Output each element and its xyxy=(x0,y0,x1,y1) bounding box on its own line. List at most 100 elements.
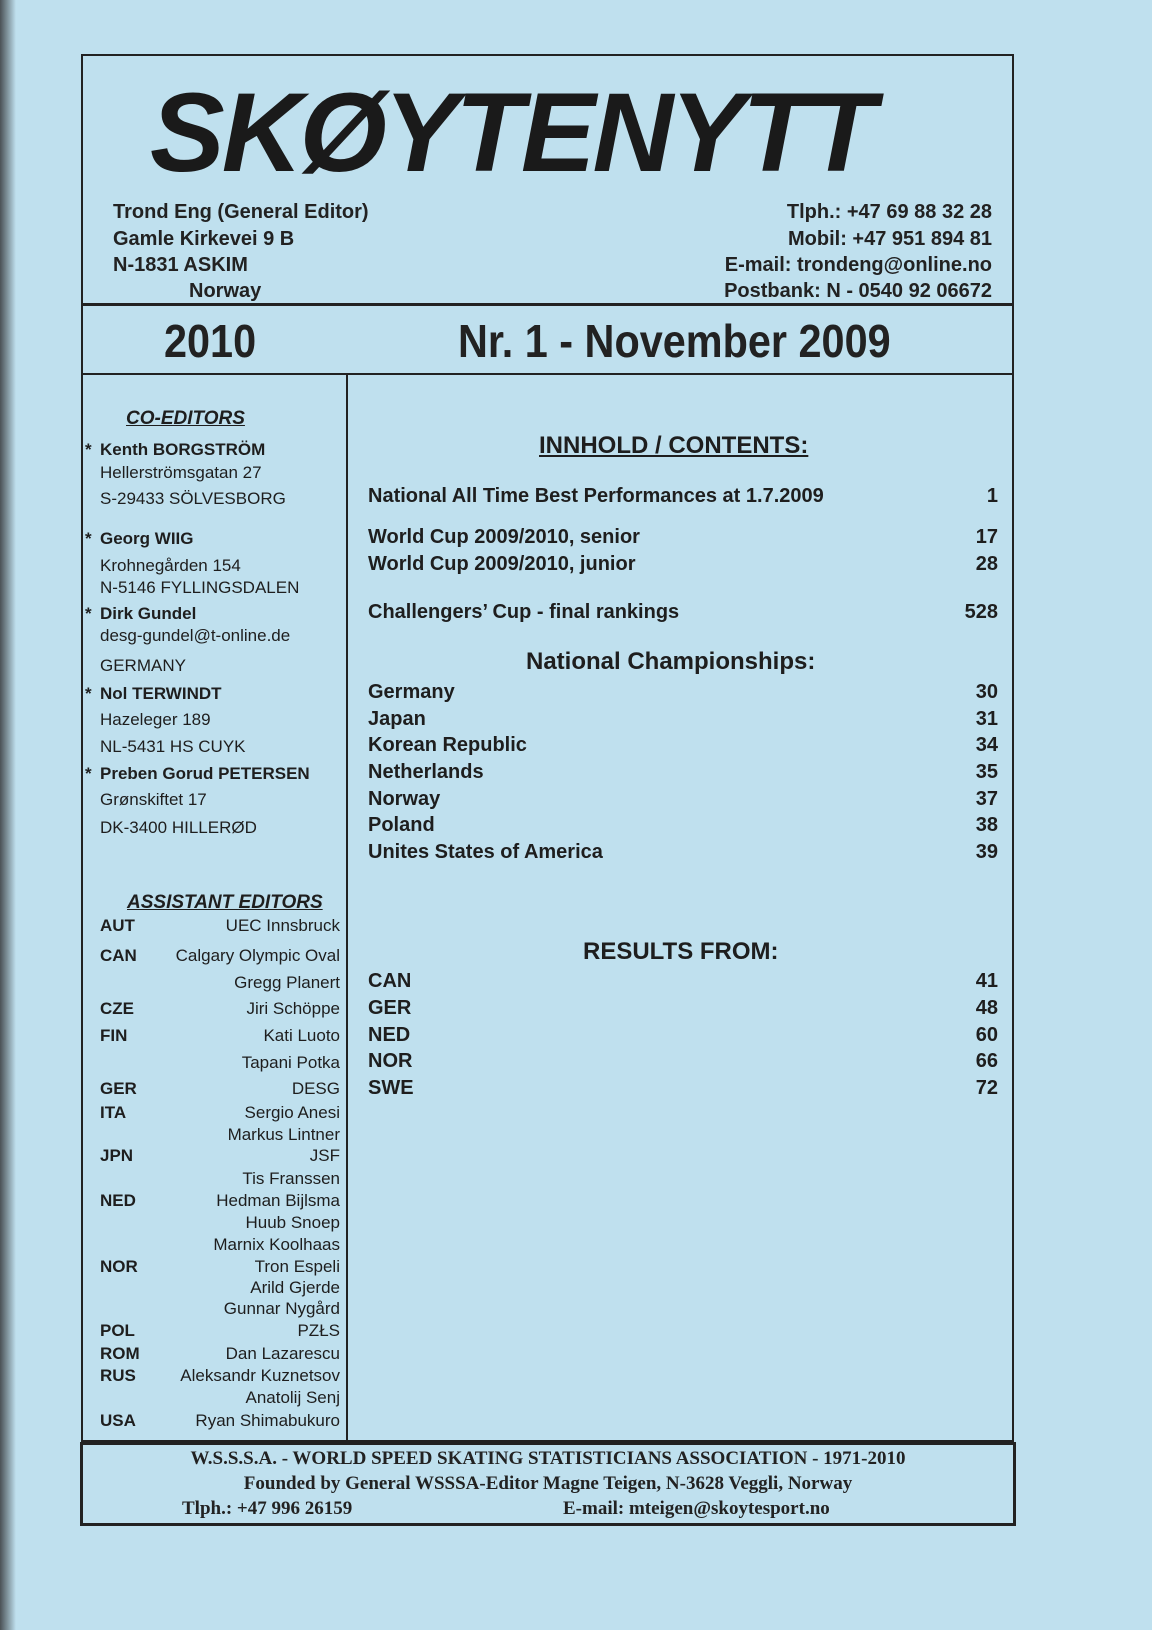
co-editor-address-line: DK-3400 HILLERØD xyxy=(100,818,257,837)
national-item-label: Korean Republic xyxy=(368,734,527,756)
editor-phone: Tlph.: +47 69 88 32 28 xyxy=(786,201,992,223)
assistant-editor-country: CAN xyxy=(100,946,137,965)
editor-country: Norway xyxy=(189,280,262,302)
bullet-asterisk: * xyxy=(85,684,92,703)
co-editor-address-line: Hazeleger 189 xyxy=(100,710,211,729)
masthead-box xyxy=(81,54,1014,375)
national-item-page: 30 xyxy=(975,681,998,703)
co-editor-address-line: Hellerströmsgatan 27 xyxy=(100,463,262,482)
contents-item-label: Challengers’ Cup - final rankings xyxy=(368,601,680,623)
assistant-editor-country: CZE xyxy=(100,999,134,1018)
column-divider xyxy=(346,375,348,1441)
assistant-editor-country: FIN xyxy=(100,1026,128,1045)
footer-association: W.S.S.S.A. - WORLD SPEED SKATING STATIST… xyxy=(190,1448,906,1469)
assistant-editor-country: USA xyxy=(100,1411,136,1430)
assistant-editor-country: NOR xyxy=(100,1257,138,1276)
co-editor-address-line: Krohnegården 154 xyxy=(100,556,241,575)
assistant-editor-name: Gregg Planert xyxy=(234,973,340,992)
co-editor-name: Kenth BORGSTRÖM xyxy=(100,440,266,459)
masthead-divider xyxy=(81,303,1014,306)
assistant-editor-name: Gunnar Nygård xyxy=(223,1299,340,1318)
assistant-editor-name: Jiri Schöppe xyxy=(246,999,340,1018)
national-item-label: Japan xyxy=(368,708,426,730)
assistant-editor-name: Markus Lintner xyxy=(227,1125,340,1144)
national-item-page: 37 xyxy=(975,788,998,810)
editor-postbank: Postbank: N - 0540 92 06672 xyxy=(724,280,992,302)
assistant-editor-name: JSF xyxy=(309,1146,340,1165)
contents-item-label: National All Time Best Performances at 1… xyxy=(368,485,824,507)
co-editor-address-line: NL-5431 HS CUYK xyxy=(100,737,246,756)
assistant-editor-country: AUT xyxy=(100,916,135,935)
contents-item-page: 528 xyxy=(964,601,998,623)
results-item-label: GER xyxy=(368,997,412,1019)
results-item-page: 72 xyxy=(975,1077,998,1099)
assistant-editor-name: Ryan Shimabukuro xyxy=(195,1411,340,1430)
contents-item-page: 28 xyxy=(975,553,998,575)
footer-email: E-mail: mteigen@skoytesport.no xyxy=(563,1498,830,1519)
contents-item-label: World Cup 2009/2010, junior xyxy=(368,553,636,575)
contents-item-page: 1 xyxy=(986,485,998,507)
assistant-editor-country: ROM xyxy=(100,1344,140,1363)
national-item-label: Germany xyxy=(368,681,455,703)
national-item-label: Norway xyxy=(368,788,441,810)
results-item-page: 41 xyxy=(975,970,998,992)
national-item-page: 38 xyxy=(975,814,998,836)
editor-name: Trond Eng (General Editor) xyxy=(113,201,369,223)
bullet-asterisk: * xyxy=(85,764,92,783)
assistant-editor-name: PZŁS xyxy=(297,1321,340,1340)
national-item-page: 35 xyxy=(975,761,998,783)
results-item-label: NOR xyxy=(368,1050,413,1072)
assistant-editor-country: NED xyxy=(100,1191,136,1210)
contents-item-page: 17 xyxy=(975,526,998,548)
assistant-editor-name: Kati Luoto xyxy=(263,1026,340,1045)
co-editor-name: Georg WIIG xyxy=(100,529,194,548)
co-editor-address-line: GERMANY xyxy=(100,656,186,675)
co-editor-address-line: Grønskiftet 17 xyxy=(100,790,207,809)
bullet-asterisk: * xyxy=(85,440,92,459)
co-editor-address-line: N-5146 FYLLINGSDALEN xyxy=(100,578,300,597)
co-editor-name: Nol TERWINDT xyxy=(100,684,222,703)
assistant-editor-name: Tron Espeli xyxy=(254,1257,340,1276)
contents-heading: INNHOLD / CONTENTS: xyxy=(539,432,809,459)
footer-phone: Tlph.: +47 996 26159 xyxy=(182,1498,353,1519)
co-editor-address-line: S-29433 SÖLVESBORG xyxy=(100,489,286,508)
national-item-label: Unites States of America xyxy=(368,841,603,863)
assistant-editor-name: Aleksandr Kuznetsov xyxy=(180,1366,340,1385)
results-item-page: 60 xyxy=(975,1024,998,1046)
national-item-label: Poland xyxy=(368,814,435,836)
editor-mobile: Mobil: +47 951 894 81 xyxy=(787,228,992,250)
assistant-editor-country: JPN xyxy=(100,1146,134,1165)
national-item-label: Netherlands xyxy=(368,761,484,783)
editor-street: Gamle Kirkevei 9 B xyxy=(113,228,295,250)
national-item-page: 39 xyxy=(975,841,998,863)
national-championships-heading: National Championships: xyxy=(526,648,816,675)
issue-number: Nr. 1 - November 2009 xyxy=(458,315,891,367)
scan-edge-shadow xyxy=(0,0,16,1630)
assistant-editor-name: Anatolij Senj xyxy=(245,1388,340,1407)
assistant-editor-name: Dan Lazarescu xyxy=(225,1344,340,1363)
footer-box xyxy=(80,1442,1016,1526)
results-item-label: SWE xyxy=(368,1077,414,1099)
magazine-title: SKØYTENYTT xyxy=(150,70,876,195)
body-box xyxy=(81,373,1014,1442)
co-editors-heading: CO-EDITORS xyxy=(126,408,245,429)
assistant-editor-country: GER xyxy=(100,1079,137,1098)
results-item-page: 66 xyxy=(975,1050,998,1072)
results-item-label: NED xyxy=(368,1024,411,1046)
assistant-editor-name: Hedman Bijlsma xyxy=(216,1191,340,1210)
assistant-editor-name: Arild Gjerde xyxy=(250,1278,340,1297)
volume-year: 2010 xyxy=(164,315,257,367)
assistant-editor-country: ITA xyxy=(100,1103,127,1122)
assistant-editor-name: Marnix Koolhaas xyxy=(213,1235,340,1254)
national-item-page: 31 xyxy=(975,708,998,730)
results-item-label: CAN xyxy=(368,970,412,992)
national-item-page: 34 xyxy=(975,734,998,756)
co-editor-address-line: desg-gundel@t-online.de xyxy=(100,626,291,645)
assistant-editor-name: UEC Innsbruck xyxy=(225,916,340,935)
co-editor-name: Preben Gorud PETERSEN xyxy=(100,764,310,783)
assistant-editor-name: Calgary Olympic Oval xyxy=(175,946,340,965)
footer-founder: Founded by General WSSSA-Editor Magne Te… xyxy=(243,1473,853,1494)
assistant-editor-name: Tis Franssen xyxy=(242,1169,340,1188)
assistant-editor-name: Sergio Anesi xyxy=(244,1103,340,1122)
assistant-editor-name: Tapani Potka xyxy=(241,1053,340,1072)
